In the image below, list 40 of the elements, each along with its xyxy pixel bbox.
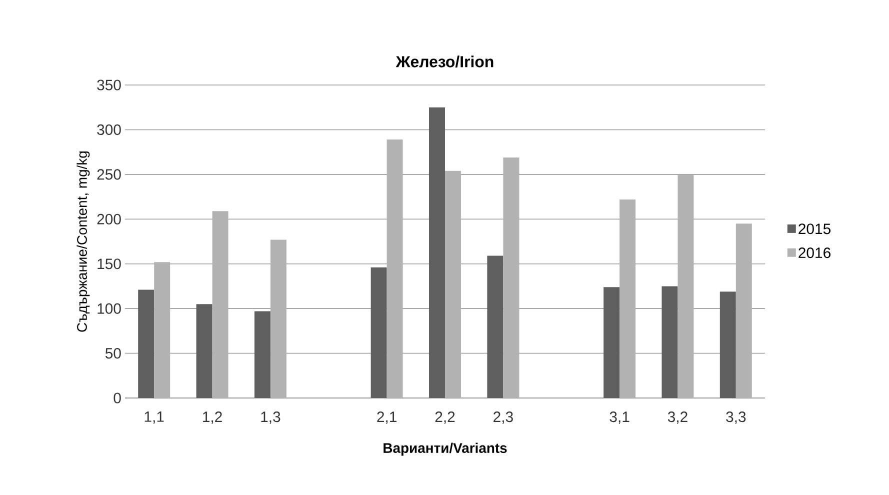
bar — [429, 107, 446, 398]
y-tick-label: 150 — [98, 258, 121, 270]
y-tick-label: 300 — [97, 124, 121, 135]
bar — [503, 157, 520, 398]
bar — [678, 174, 694, 398]
bar — [196, 304, 212, 398]
x-tick-label: 1,3 — [261, 412, 280, 424]
legend-label: 2015 — [798, 224, 831, 234]
y-axis-title: Съдържание/Content, mg/kg — [76, 151, 90, 332]
y-tick-label: 50 — [105, 348, 121, 359]
bar — [270, 240, 286, 398]
chart-title: Железо/Irion — [396, 56, 494, 68]
bar — [604, 287, 620, 398]
x-tick-label: 1,2 — [203, 412, 222, 424]
x-axis-title: Варианти/Variants — [384, 442, 507, 456]
x-tick-label: 1,1 — [144, 412, 164, 424]
bar — [154, 262, 170, 398]
x-tick-label: 2,1 — [377, 412, 396, 424]
bar — [138, 290, 154, 398]
y-tick-label: 200 — [97, 214, 121, 224]
x-tick-label: 2,3 — [494, 412, 513, 424]
bar — [370, 267, 387, 398]
y-tick-label: 250 — [97, 169, 121, 180]
bar — [386, 140, 403, 398]
x-tick-label: 3,2 — [668, 412, 688, 424]
bar — [487, 256, 504, 398]
bar — [720, 292, 736, 398]
legend-label: 2016 — [798, 247, 830, 258]
y-tick-label: 100 — [98, 303, 121, 314]
y-tick-label: 350 — [97, 80, 121, 90]
x-tick-label: 3,3 — [726, 412, 746, 424]
x-tick-label: 2,2 — [435, 412, 455, 424]
bar — [736, 224, 752, 398]
y-tick-label: 0 — [114, 392, 121, 404]
x-tick-label: 3,1 — [610, 412, 630, 424]
bar — [445, 170, 462, 398]
bar — [212, 211, 228, 398]
bar — [662, 286, 678, 398]
bar — [620, 199, 636, 398]
bar — [254, 311, 270, 398]
